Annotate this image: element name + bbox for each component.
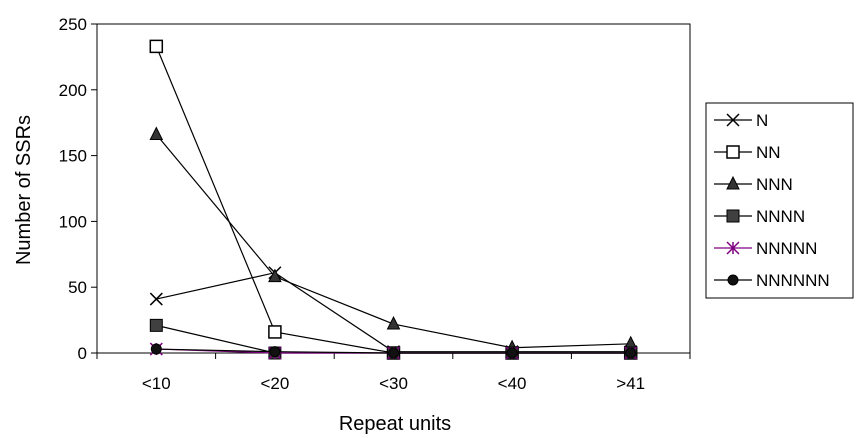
- data-point: [625, 347, 637, 359]
- data-point: [506, 347, 518, 359]
- data-point: [269, 346, 281, 358]
- data-point: [149, 39, 164, 54]
- data-point: [386, 315, 401, 330]
- x-tick-label: <20: [260, 374, 289, 393]
- data-point: [388, 347, 399, 359]
- y-axis-title: Number of SSRs: [13, 115, 35, 265]
- plot-area: [96, 23, 691, 354]
- data-point: [149, 126, 164, 141]
- legend-label: NNNNNN: [756, 271, 830, 290]
- legend-marker: [726, 145, 740, 159]
- legend-label: N: [756, 111, 768, 130]
- legend-item-nn: NN: [714, 143, 781, 162]
- y-tick-label: 200: [59, 81, 87, 100]
- legend-item-nnnnnn: NNNNNN: [714, 271, 830, 290]
- legend-label: NNNN: [756, 207, 805, 226]
- legend-item-n: N: [714, 111, 768, 130]
- legend-label: NNN: [756, 175, 793, 194]
- y-axis: 0 50 100 150 200 250: [59, 15, 97, 363]
- y-tick-label: 150: [59, 147, 87, 166]
- legend-label: NNNNN: [756, 239, 817, 258]
- x-tick-label: <10: [142, 374, 171, 393]
- legend-marker: [726, 113, 740, 127]
- x-tick-label: <40: [498, 374, 527, 393]
- legend-item-nnnn: NNNN: [714, 207, 805, 226]
- data-point: [149, 292, 163, 306]
- data-point: [149, 318, 163, 332]
- legend-label: NN: [756, 143, 781, 162]
- legend-marker: [727, 274, 739, 286]
- legend-marker: [726, 241, 740, 255]
- marker-stroke: [726, 113, 740, 127]
- series-nnnnnn: [150, 343, 637, 359]
- x-axis-title: Repeat units: [339, 413, 451, 435]
- y-tick-label: 0: [78, 344, 87, 363]
- legend-box: [705, 102, 854, 299]
- legend-marker: [726, 209, 740, 223]
- x-tick-label: >41: [616, 374, 645, 393]
- legend-marker: [726, 175, 740, 190]
- data-point: [268, 268, 282, 283]
- data-point: [150, 343, 162, 355]
- x-axis: <10 <20 <30 <40 >41: [96, 353, 691, 393]
- series-layer: [149, 39, 638, 360]
- x-tick-label: <30: [379, 374, 408, 393]
- legend-item-nnn: NNN: [714, 175, 793, 194]
- y-tick-label: 250: [59, 15, 87, 34]
- data-point: [268, 325, 282, 339]
- legend-item-nnnnn: NNNNN: [714, 239, 817, 258]
- y-tick-label: 100: [59, 212, 87, 231]
- marker-stroke: [149, 292, 163, 306]
- y-tick-label: 50: [68, 278, 87, 297]
